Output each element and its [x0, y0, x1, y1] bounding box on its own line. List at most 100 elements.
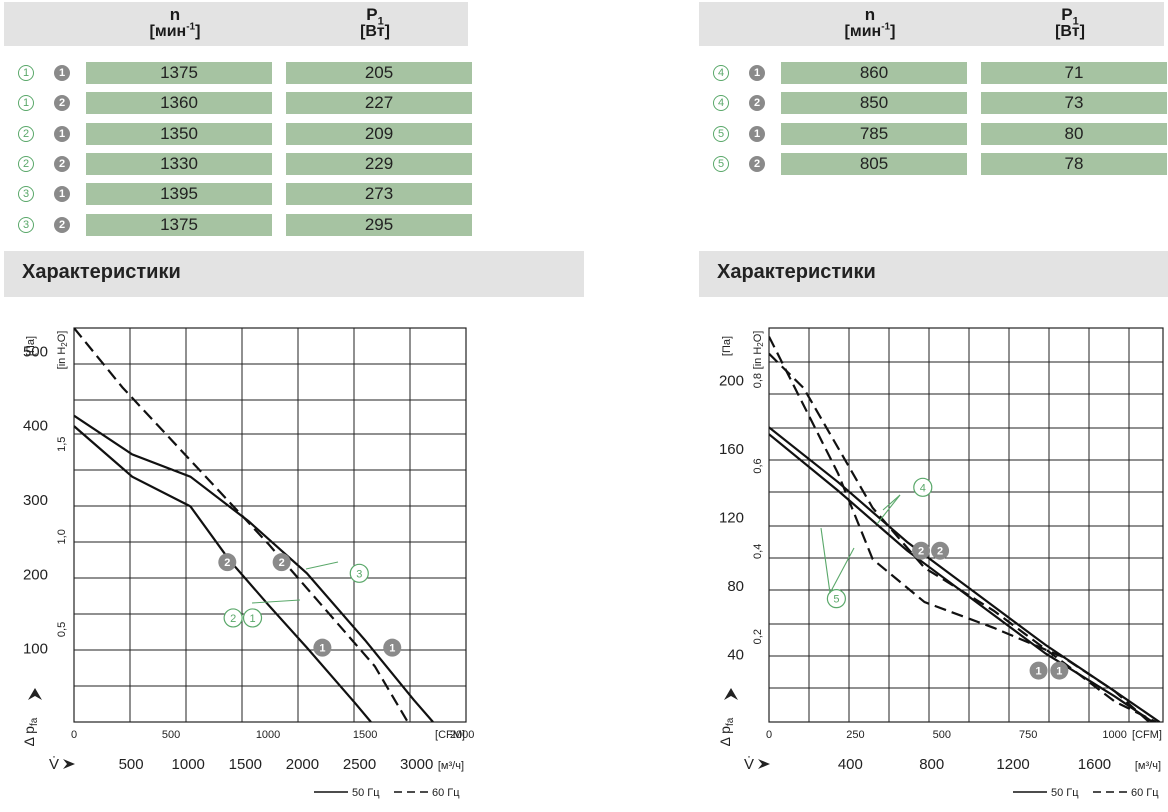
table-row: 1 1 1375 205	[4, 62, 474, 86]
curve-leader-line	[882, 494, 901, 511]
y-tick-inh2o: 0,5	[56, 622, 68, 637]
power-cell: 71	[981, 62, 1167, 84]
x-axis-label: V̇	[744, 756, 754, 773]
y-tick-pa: 120	[719, 509, 744, 526]
curve-leader-line	[251, 599, 301, 604]
curve-number-badge: 5	[713, 125, 729, 142]
y-axis-unit-pa: [Па]	[25, 336, 37, 356]
operating-point-marker	[383, 638, 402, 657]
table-row: 2 1 1350 209	[4, 122, 474, 147]
operating-point-marker	[218, 553, 237, 572]
x-tick-cfm: 1000	[1102, 729, 1126, 741]
table-row: 3 2 1375 295	[4, 213, 474, 238]
power-cell: 227	[286, 92, 472, 115]
right-panel: n [мин-1] P1 [Вт] 4 1 860 71 4 2 850 73 5 1 785 80 5…	[584, 0, 1168, 812]
table-header: n [мин-1] P1 [Вт]	[699, 2, 1164, 46]
operating-point-marker	[272, 553, 291, 572]
x-tick-cfm: 1000	[256, 729, 280, 741]
x-axis-unit-m3h: [м³/ч]	[438, 760, 464, 772]
legend-label-50hz: 50 Гц	[1051, 787, 1079, 799]
operating-point-marker	[1050, 661, 1069, 680]
operating-point-label: 2	[224, 557, 230, 569]
legend-label-60hz: 60 Гц	[432, 787, 460, 799]
x-tick-cfm: 1500	[353, 729, 377, 741]
curve-label-marker	[223, 608, 243, 628]
operating-point-marker	[1029, 661, 1048, 680]
x-tick-m3h: 1200	[996, 756, 1029, 773]
curve-label: 3	[356, 568, 362, 580]
operating-point-label: 2	[918, 546, 924, 558]
header-speed: n [мин-1]	[777, 2, 963, 46]
y-tick-pa: 300	[23, 492, 48, 509]
operating-point-label: 1	[1056, 666, 1062, 678]
y-axis-label: Δ pfa	[717, 717, 736, 746]
table-header: n [мин-1] P1 [Вт]	[4, 2, 468, 46]
x-tick-m3h: 400	[838, 756, 863, 773]
y-tick-pa: 100	[23, 641, 48, 658]
x-axis-label: V̇	[49, 756, 59, 773]
operating-point-marker	[313, 638, 332, 657]
speed-cell: 1350	[86, 122, 272, 145]
x-tick-cfm: 0	[766, 729, 772, 741]
speed-cell: 1360	[86, 92, 272, 115]
curve-label: 2	[230, 613, 236, 625]
x-tick-m3h: 1500	[229, 756, 262, 773]
curve-label-marker	[826, 589, 846, 609]
x-tick-cfm: 500	[933, 729, 951, 741]
speed-cell: 1375	[86, 213, 272, 236]
series-line-50hz	[769, 426, 1161, 722]
curve-label-marker	[913, 477, 933, 497]
speed-cell: 1375	[86, 62, 272, 84]
x-tick-m3h: 1000	[172, 756, 205, 773]
y-tick-pa: 200	[23, 566, 48, 583]
x-tick-m3h: 3000	[400, 756, 433, 773]
series-line-60hz	[769, 336, 1150, 722]
operating-point-badge: 1	[749, 125, 765, 142]
y-axis-label: Δ pfa	[21, 717, 40, 746]
table-row: 5 2 805 78	[699, 152, 1168, 177]
x-axis-unit-cfm: [CFM]	[1132, 729, 1162, 741]
legend-label-50hz: 50 Гц	[352, 787, 380, 799]
y-axis-arrow-icon	[724, 688, 738, 700]
y-tick-inh2o: 0,2	[752, 629, 764, 644]
power-cell: 273	[286, 183, 472, 206]
header-power: P1 [Вт]	[282, 2, 468, 46]
operating-point-badge: 1	[54, 125, 70, 142]
table-row: 5 1 785 80	[699, 122, 1168, 147]
x-tick-cfm: 250	[846, 729, 864, 741]
speed-cell: 785	[781, 122, 967, 145]
header-power-unit: [Вт]	[1055, 23, 1085, 40]
x-tick-m3h: 2000	[286, 756, 319, 773]
table-row: 3 1 1395 273	[4, 183, 474, 207]
operating-point-label: 1	[319, 643, 325, 655]
x-tick-cfm: 500	[162, 729, 180, 741]
curve-number-badge: 1	[18, 95, 34, 112]
speed-cell: 805	[781, 152, 967, 175]
operating-point-badge: 1	[54, 186, 70, 203]
y-axis-unit-inh2o: [in H2O]	[56, 331, 69, 370]
x-tick-cfm: 750	[1019, 729, 1037, 741]
curve-label-marker	[242, 608, 263, 628]
curve-leader-line	[876, 494, 901, 525]
operating-point-label: 1	[1036, 666, 1042, 678]
y-tick-inh2o: 1,5	[56, 437, 68, 452]
operating-point-badge: 2	[54, 95, 70, 112]
operating-point-marker	[931, 541, 950, 560]
power-cell: 295	[286, 213, 472, 236]
plot-frame	[73, 327, 467, 723]
section-header: Характеристики	[699, 251, 1168, 297]
performance-chart: 100 200 300 400 500 0,5 1,0 1,5 [Па] [in H2O] Δ pf…	[21, 327, 474, 799]
y-axis-unit-inh2o: [in H2O]	[752, 331, 765, 370]
speed-cell: 850	[781, 92, 967, 115]
operating-point-label: 2	[937, 546, 943, 558]
header-power-label: P1	[1061, 5, 1079, 28]
power-cell: 209	[286, 122, 472, 145]
header-speed: n [мин-1]	[82, 2, 268, 46]
section-title: Характеристики	[22, 261, 181, 283]
curve-number-badge: 3	[18, 216, 34, 233]
operating-point-label: 2	[279, 557, 285, 569]
header-speed-unit: [мин-1]	[844, 21, 896, 40]
curve-number-badge: 1	[18, 65, 34, 81]
curve-number-badge: 2	[18, 125, 34, 142]
